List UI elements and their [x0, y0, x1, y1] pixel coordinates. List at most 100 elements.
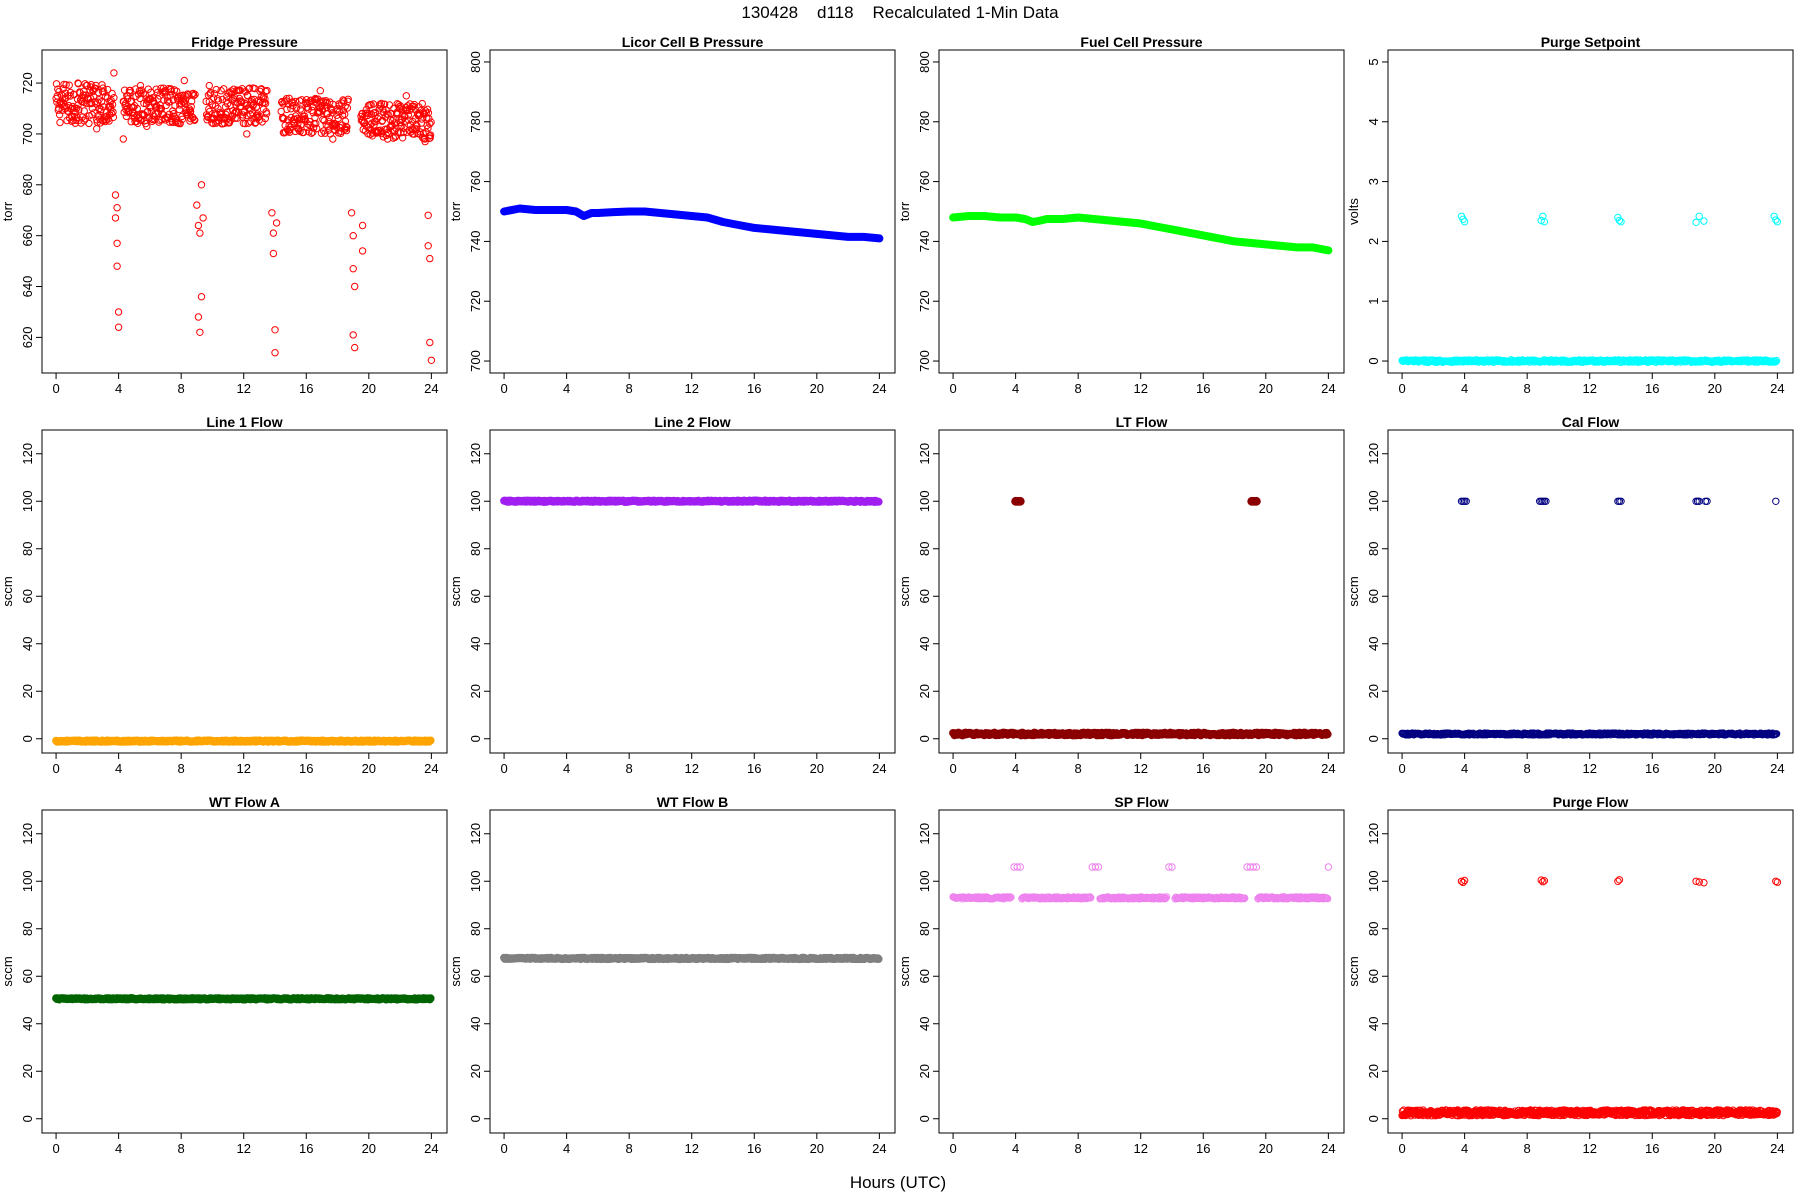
x-tick-label: 24 [424, 1141, 438, 1156]
data-point [347, 209, 356, 217]
y-tick-label: 0 [20, 1115, 35, 1122]
data-point [202, 97, 210, 106]
data-point [113, 239, 121, 248]
panel-title: Fridge Pressure [191, 34, 298, 50]
data-point [260, 98, 269, 107]
data-point [269, 249, 278, 258]
data-point [68, 117, 76, 125]
data-point [297, 107, 306, 115]
x-tick-label: 0 [949, 761, 956, 776]
x-tick-label: 20 [1259, 761, 1273, 776]
data-point [171, 102, 179, 110]
x-tick-label: 4 [563, 761, 570, 776]
data-point [415, 109, 423, 118]
data-point [395, 100, 403, 109]
data-point [137, 89, 145, 98]
data-point [1772, 497, 1780, 505]
data-point [382, 106, 390, 114]
data-point [208, 101, 217, 109]
data-point [136, 81, 145, 90]
data-point [194, 313, 203, 321]
x-tick-label: 24 [424, 761, 438, 776]
y-tick-label: 0 [917, 735, 932, 742]
figure-title: 130428 d118 Recalculated 1-Min Data [741, 3, 1059, 22]
x-tick-label: 0 [1398, 381, 1405, 396]
y-tick-label: 60 [917, 589, 932, 603]
y-tick-label: 1 [1366, 298, 1381, 305]
data-point [113, 262, 121, 270]
data-point [179, 98, 188, 107]
data-point [1772, 216, 1780, 224]
data-point [218, 120, 226, 128]
y-tick-label: 740 [917, 231, 932, 253]
data-point [191, 116, 199, 125]
data-point [268, 209, 276, 217]
data-point [365, 109, 373, 118]
plot-area [1398, 497, 1781, 739]
data-point [155, 104, 164, 113]
x-tick-label: 24 [1770, 381, 1784, 396]
x-tick-label: 16 [1645, 381, 1659, 396]
data-point [111, 191, 120, 199]
y-tick-label: 60 [468, 969, 483, 983]
data-point [144, 107, 152, 116]
data-point [339, 96, 347, 104]
y-axis-label: sccm [0, 576, 15, 606]
data-point [130, 109, 139, 118]
data-point [262, 87, 270, 96]
data-point [388, 116, 397, 125]
y-tick-label: 640 [20, 276, 35, 298]
data-point [272, 219, 281, 227]
x-tick-label: 4 [1012, 381, 1019, 396]
y-tick-label: 60 [20, 969, 35, 983]
data-point [75, 106, 83, 114]
y-tick-label: 100 [468, 490, 483, 512]
data-point [1462, 497, 1470, 505]
data-point [220, 119, 229, 128]
data-point [214, 104, 222, 113]
x-tick-label: 0 [52, 381, 59, 396]
y-tick-label: 120 [20, 823, 35, 845]
data-point [211, 102, 220, 110]
y-tick-label: 120 [468, 823, 483, 845]
data-point [1004, 893, 1012, 901]
x-tick-label: 0 [949, 381, 956, 396]
data-point [1537, 216, 1545, 225]
data-point [79, 91, 87, 99]
data-point [93, 125, 101, 133]
y-tick-label: 60 [468, 589, 483, 603]
y-tick-label: 100 [1366, 490, 1381, 512]
data-point [206, 107, 214, 116]
data-point [220, 85, 228, 93]
panel-title: LT Flow [1116, 414, 1168, 430]
data-point [404, 111, 412, 119]
data-point [111, 214, 120, 222]
y-tick-label: 80 [20, 542, 35, 556]
data-point [1086, 893, 1094, 901]
data-point [296, 105, 305, 113]
y-tick-label: 80 [917, 542, 932, 556]
data-point [349, 265, 357, 273]
data-point [190, 91, 198, 100]
plot-area [949, 212, 1333, 255]
data-point [427, 118, 435, 126]
data-point [186, 107, 195, 115]
x-tick-label: 16 [747, 1141, 761, 1156]
data-point [161, 87, 170, 95]
y-axis-label: torr [0, 201, 15, 221]
plot-frame [938, 429, 1345, 754]
data-point [65, 81, 73, 89]
data-point [263, 86, 271, 95]
panel-title: Cal Flow [1562, 414, 1620, 430]
x-tick-label: 12 [236, 761, 250, 776]
data-point [205, 81, 214, 90]
data-point [408, 130, 417, 138]
x-tick-label: 24 [1321, 381, 1335, 396]
data-point [401, 111, 409, 120]
data-point [1087, 894, 1095, 902]
x-tick-label: 12 [1133, 381, 1147, 396]
data-point [236, 86, 245, 95]
